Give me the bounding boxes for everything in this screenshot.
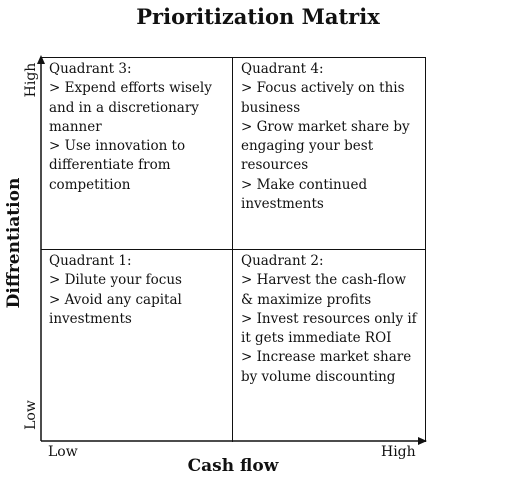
quadrant-1-item: > Dilute your focus — [49, 272, 182, 289]
quadrant-3-item: > Expend efforts wisely and in a discret… — [49, 80, 212, 135]
quadrant-3-title: Quadrant 3: — [49, 61, 132, 77]
quadrant-4-item: > Make continued investments — [241, 176, 368, 213]
quadrant-4-item: > Focus actively on this business — [241, 80, 405, 116]
quadrant-2-item: > Harvest the cash-flow & maximize profi… — [241, 272, 407, 308]
x-axis-label: Cash flow — [187, 456, 279, 476]
y-axis-arrowhead — [37, 55, 45, 64]
quadrant-2-title: Quadrant 2: — [241, 253, 324, 269]
quadrant-2-item: > Invest resources only if it gets immed… — [241, 310, 417, 347]
quadrant-4: Quadrant 4: > Focus actively on this bus… — [233, 58, 425, 250]
quadrant-3: Quadrant 3: > Expend efforts wisely and … — [41, 58, 233, 250]
quadrant-1: Quadrant 1: > Dilute your focus > Avoid … — [41, 250, 233, 442]
diagram-title: Prioritization Matrix — [136, 4, 380, 29]
matrix-grid: Quadrant 3: > Expend efforts wisely and … — [41, 57, 426, 442]
x-axis-arrowhead — [418, 437, 427, 445]
quadrant-4-title: Quadrant 4: — [241, 61, 324, 77]
quadrant-3-item: > Use innovation to differentiate from c… — [49, 138, 186, 193]
quadrant-1-item: > Avoid any capital investments — [49, 291, 182, 327]
quadrant-4-item: > Grow market share by engaging your bes… — [241, 118, 410, 174]
quadrant-1-title: Quadrant 1: — [49, 253, 132, 269]
x-axis-high-label: High — [381, 444, 416, 460]
x-axis-low-label: Low — [48, 444, 78, 460]
quadrant-2-item: > Increase market share by volume discou… — [241, 349, 412, 385]
quadrant-2: Quadrant 2: > Harvest the cash-flow & ma… — [233, 250, 425, 442]
